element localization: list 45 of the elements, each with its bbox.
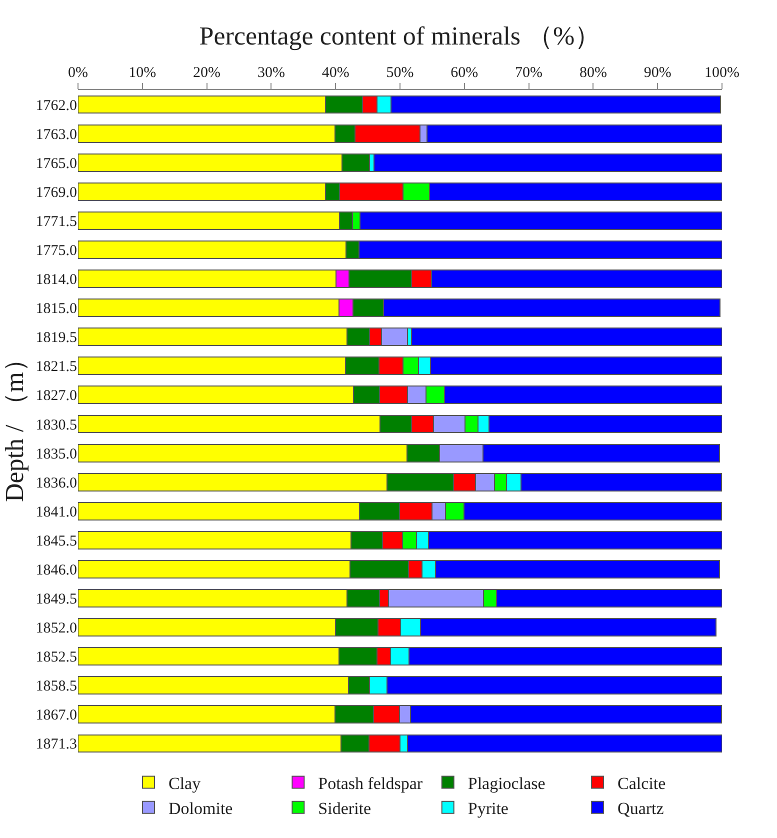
y-tick-label: 1815.0	[36, 301, 77, 318]
legend-label: Clay	[168, 774, 202, 793]
y-tick-label: 1814.0	[36, 272, 77, 288]
x-tick-label: 70%	[515, 65, 543, 81]
x-tick-label: 90%	[644, 65, 672, 81]
legend-label: Potash feldspar	[318, 774, 423, 793]
y-axis-title: Depth / （m）	[0, 346, 29, 502]
y-tick-label: 1827.0	[36, 388, 77, 404]
legend-label: Plagioclase	[468, 774, 546, 793]
x-tick-label: 10%	[128, 65, 156, 81]
legend-label: Pyrite	[468, 798, 508, 818]
x-tick-label: 0%	[68, 65, 88, 81]
y-tick-label: 1858.5	[36, 678, 77, 695]
x-tick-label: 30%	[257, 65, 285, 81]
y-tick-label: 1821.5	[36, 359, 77, 376]
y-tick-label: 1849.5	[36, 592, 77, 608]
y-tick-label: 1765.0	[36, 156, 77, 172]
x-tick-label: 20%	[193, 65, 221, 81]
y-tick-label: 1852.0	[36, 620, 77, 637]
x-tick-label: 60%	[450, 65, 478, 81]
y-tick-label: 1771.5	[36, 214, 77, 230]
y-tick-label: 1775.0	[36, 242, 77, 259]
y-tick-label: 1769.0	[36, 184, 77, 201]
x-tick-label: 80%	[579, 65, 607, 81]
y-tick-label: 1841.0	[36, 504, 77, 520]
y-tick-label: 1763.0	[36, 126, 77, 143]
legend-label: Siderite	[318, 798, 372, 818]
y-tick-label: 1836.0	[36, 475, 77, 492]
y-tick-label: 1845.5	[36, 533, 77, 550]
y-tick-label: 1830.5	[36, 417, 77, 434]
y-tick-label: 1762.0	[36, 98, 77, 114]
y-tick-label: 1846.0	[36, 562, 77, 578]
y-tick-label: 1819.5	[36, 330, 77, 346]
y-tick-label: 1835.0	[36, 446, 77, 462]
y-tick-label: 1852.5	[36, 650, 77, 666]
legend-label: Quartz	[618, 798, 664, 818]
legend-label: Dolomite	[168, 798, 233, 818]
legend-label: Calcite	[618, 774, 666, 793]
bar	[411, 328, 722, 346]
y-tick-label: 1867.0	[36, 708, 77, 724]
x-tick-label: 40%	[322, 65, 350, 81]
x-tick-label: 100%	[704, 65, 740, 81]
x-axis-title: Percentage content of minerals （%）	[199, 21, 601, 50]
y-tick-label: 1871.3	[36, 736, 77, 753]
x-tick-label: 50%	[386, 65, 414, 81]
